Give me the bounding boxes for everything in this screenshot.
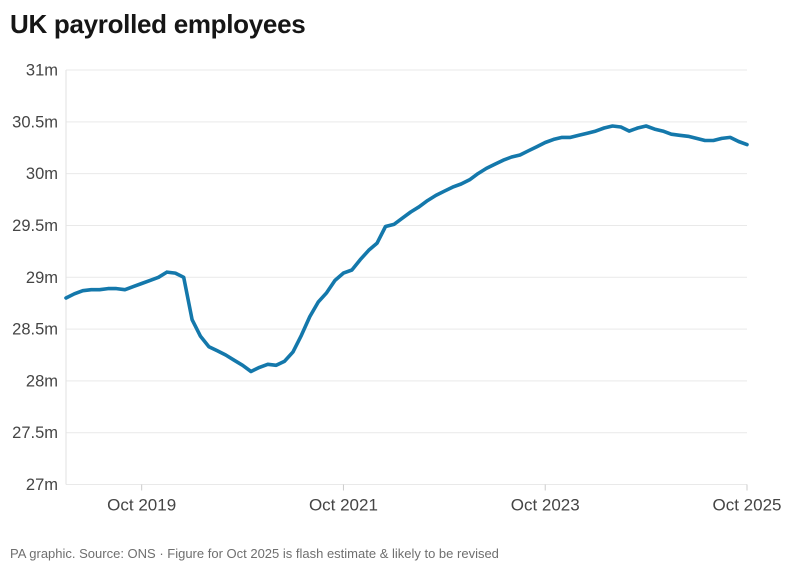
x-tick-label: Oct 2019: [107, 496, 176, 515]
y-tick-label: 28.5m: [12, 321, 58, 339]
y-tick-label: 27.5m: [12, 424, 58, 442]
x-tick-label: Oct 2025: [713, 496, 782, 515]
chart-title: UK payrolled employees: [10, 9, 306, 39]
y-tick-label: 28m: [26, 372, 58, 390]
y-tick-label: 31m: [26, 62, 58, 80]
x-tick-label: Oct 2021: [309, 496, 378, 515]
employees-series-line: [64, 124, 749, 374]
source-note: PA graphic. Source: ONS · Figure for Oct…: [10, 546, 499, 561]
y-tick-label: 30m: [26, 165, 58, 183]
y-tick-label: 27m: [26, 476, 58, 494]
y-tick-label: 30.5m: [12, 113, 58, 131]
y-tick-label: 29m: [26, 269, 58, 287]
y-tick-label: 29.5m: [12, 217, 58, 235]
x-tick-label: Oct 2023: [511, 496, 580, 515]
